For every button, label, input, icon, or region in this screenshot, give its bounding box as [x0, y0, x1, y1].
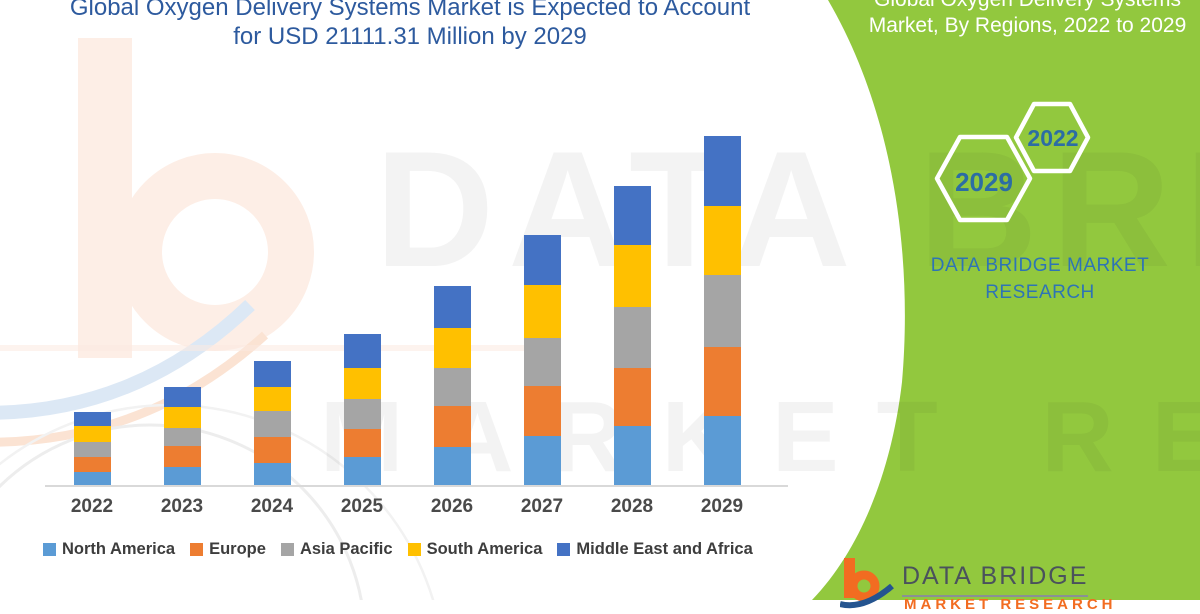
x-axis-label-2026: 2026	[430, 496, 474, 517]
legend-item-asia-pacific: Asia Pacific	[280, 540, 393, 559]
bar-segment-2024-south-america	[253, 386, 291, 411]
bar-segment-2024-asia-pacific	[253, 410, 291, 437]
green-side-panel	[812, 0, 1200, 600]
bar-segment-2024-middle-east-and-africa	[253, 360, 291, 387]
bar-segment-2028-asia-pacific	[613, 307, 651, 368]
bar-segment-2023-middle-east-and-africa	[163, 386, 201, 407]
legend-label: North America	[62, 540, 176, 558]
bar-segment-2025-north-america	[343, 457, 381, 487]
bar-segment-2028-south-america	[613, 245, 651, 307]
bar-segment-2026-north-america	[433, 447, 471, 487]
bar-segment-2027-north-america	[523, 435, 561, 487]
bar-segment-2025-europe	[343, 428, 381, 457]
bar-segment-2028-north-america	[613, 426, 651, 487]
x-axis-label-2027: 2027	[520, 496, 564, 517]
legend-item-north-america: North America	[43, 540, 175, 559]
bar-segment-2023-asia-pacific	[163, 428, 201, 447]
panel-title-line1: Global Oxygen Delivery Systems	[855, 0, 1200, 13]
footer-logo-name: DATA BRIDGE	[902, 562, 1089, 597]
hexagon-2022	[1013, 101, 1091, 174]
bar-segment-2027-asia-pacific	[523, 337, 561, 387]
chart-title-line1: Global Oxygen Delivery Systems Market is…	[69, 0, 751, 21]
bar-segment-2029-north-america	[703, 416, 741, 487]
bar-segment-2023-south-america	[163, 407, 201, 428]
bar-segment-2025-asia-pacific	[343, 399, 381, 429]
bar-segment-2027-middle-east-and-africa	[523, 235, 561, 286]
x-axis-label-2025: 2025	[340, 496, 384, 517]
x-axis-label-2029: 2029	[700, 496, 744, 517]
x-axis-label-2022: 2022	[70, 496, 114, 517]
bar-segment-2023-north-america	[163, 467, 201, 487]
legend-label: Middle East and Africa	[576, 540, 753, 558]
brand-name-line1: DATA BRIDGE MARKET	[930, 255, 1150, 276]
bar-segment-2026-south-america	[433, 328, 471, 368]
bar-segment-2027-south-america	[523, 285, 561, 338]
chart-title: Global Oxygen Delivery Systems Market is…	[0, 0, 820, 51]
hexagon-year-2029: 2029	[955, 167, 1013, 197]
hexagon-2029	[934, 134, 1033, 223]
chart-title-line2: for USD 21111.31 Million by 2029	[233, 23, 587, 50]
panel-title-line2: Market, By Regions, 2022 to 2029	[868, 14, 1187, 37]
panel-title: Global Oxygen Delivery Systems Market, B…	[855, 0, 1200, 39]
x-axis-line	[45, 485, 788, 487]
bar-segment-2023-europe	[163, 446, 201, 467]
logo-b-icon	[840, 558, 894, 609]
x-axis-label-2028: 2028	[610, 496, 654, 517]
bar-segment-2029-south-america	[703, 206, 741, 275]
bar-segment-2029-asia-pacific	[703, 275, 741, 347]
bar-segment-2024-north-america	[253, 462, 291, 487]
bar-segment-2028-europe	[613, 367, 651, 427]
legend-marker-icon	[43, 543, 56, 556]
legend-marker-icon	[407, 543, 421, 556]
x-axis-label-2024: 2024	[250, 496, 294, 517]
bars-area	[45, 117, 788, 487]
stacked-bar-chart	[45, 117, 788, 487]
bar-segment-2022-europe	[73, 457, 111, 473]
bar-segment-2026-europe	[433, 406, 471, 447]
legend-item-south-america: South America	[407, 540, 543, 559]
legend-marker-icon	[280, 543, 294, 556]
legend-marker-icon	[557, 543, 571, 556]
bar-segment-2026-middle-east-and-africa	[433, 285, 471, 328]
hexagon-decoration	[934, 101, 1091, 223]
chart-legend: North America Europe Asia Pacific South Ame…	[43, 540, 813, 559]
bar-segment-2028-middle-east-and-africa	[613, 186, 651, 246]
bar-segment-2027-europe	[523, 386, 561, 436]
bar-segment-2022-south-america	[73, 426, 111, 443]
hexagon-year-2022: 2022	[1027, 125, 1079, 151]
brand-name-line2: RESEARCH	[985, 282, 1095, 303]
bar-segment-2025-south-america	[343, 368, 381, 399]
bar-segment-2026-asia-pacific	[433, 367, 471, 407]
legend-label: Asia Pacific	[299, 540, 393, 558]
legend-marker-icon	[190, 543, 204, 556]
legend-item-europe: Europe	[190, 540, 266, 559]
x-axis-labels: 2022 2023 2024 2025 2026 2027 2028 2029	[45, 496, 788, 522]
brand-name: DATA BRIDGE MARKET RESEARCH	[915, 252, 1165, 306]
bar-segment-2029-middle-east-and-africa	[703, 135, 741, 206]
footer-logo: DATA BRIDGE MARKET RESEARCH	[840, 554, 1170, 614]
bar-segment-2025-middle-east-and-africa	[343, 334, 381, 369]
bar-segment-2022-middle-east-and-africa	[73, 411, 111, 427]
bar-segment-2029-europe	[703, 347, 741, 416]
bar-segment-2024-europe	[253, 436, 291, 463]
legend-label: Europe	[209, 540, 266, 558]
bar-segment-2022-asia-pacific	[73, 442, 111, 458]
x-axis-label-2023: 2023	[160, 496, 204, 517]
footer-logo-subtitle: MARKET RESEARCH	[904, 596, 1117, 613]
legend-item-middle-east-and-africa: Middle East and Africa	[557, 540, 753, 559]
legend-label: South America	[426, 540, 543, 558]
